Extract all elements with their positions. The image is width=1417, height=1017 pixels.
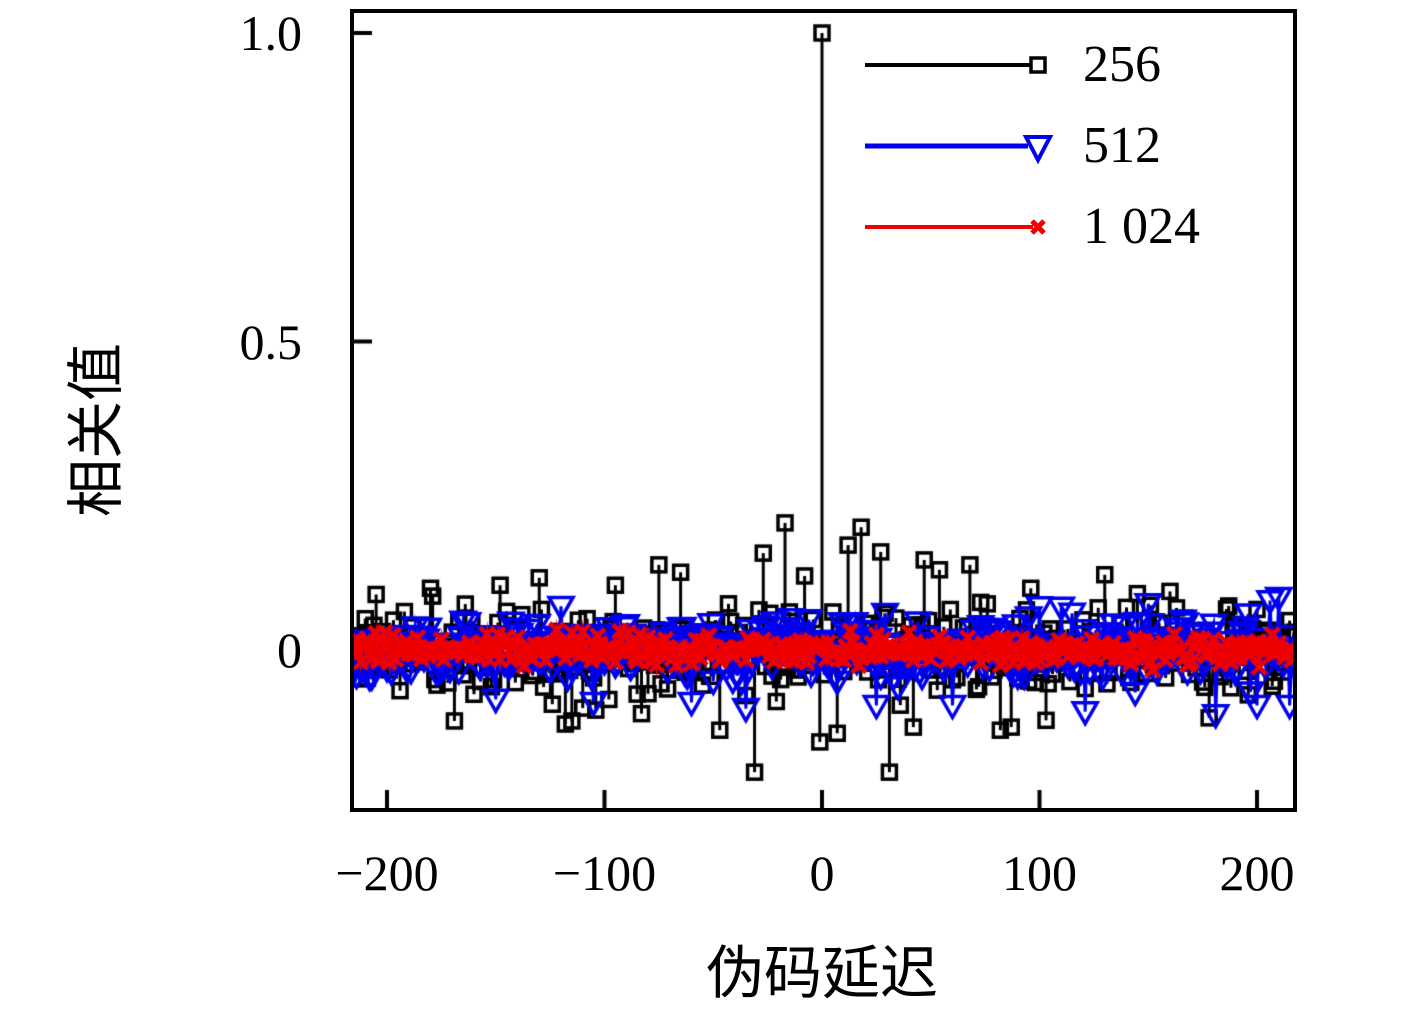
y-tick-label-1.0: 1.0 (239, 5, 303, 61)
x-tick-label-−200: −200 (335, 845, 439, 901)
legend: 256 512 1 024 (863, 39, 1200, 288)
legend-entry-512: 512 (863, 120, 1200, 172)
x-tick-label-0: 0 (809, 845, 835, 901)
x-axis-title: 伪码延迟 (705, 941, 939, 1006)
x-tick-label-100: 100 (1002, 845, 1077, 901)
plot-area (350, 9, 1297, 812)
legend-label-512: 512 (1083, 117, 1161, 174)
x-tick-label-200: 200 (1219, 845, 1295, 901)
legend-line-square-icon (865, 56, 1047, 74)
legend-entry-256: 256 (863, 39, 1200, 91)
legend-entry-1024: 1 024 (863, 201, 1200, 253)
legend-line-triangle-icon (865, 135, 1054, 165)
legend-line-x-icon (865, 219, 1046, 235)
legend-label-256: 256 (1083, 36, 1161, 93)
y-tick-label-0.5: 0.5 (239, 313, 303, 370)
y-tick-label-0: 0 (277, 622, 302, 678)
x-tick-label-−100: −100 (552, 845, 657, 901)
chart-data-canvas (354, 13, 1293, 808)
y-axis-title: 相关值 (64, 342, 129, 518)
legend-label-1024: 1 024 (1083, 198, 1200, 255)
